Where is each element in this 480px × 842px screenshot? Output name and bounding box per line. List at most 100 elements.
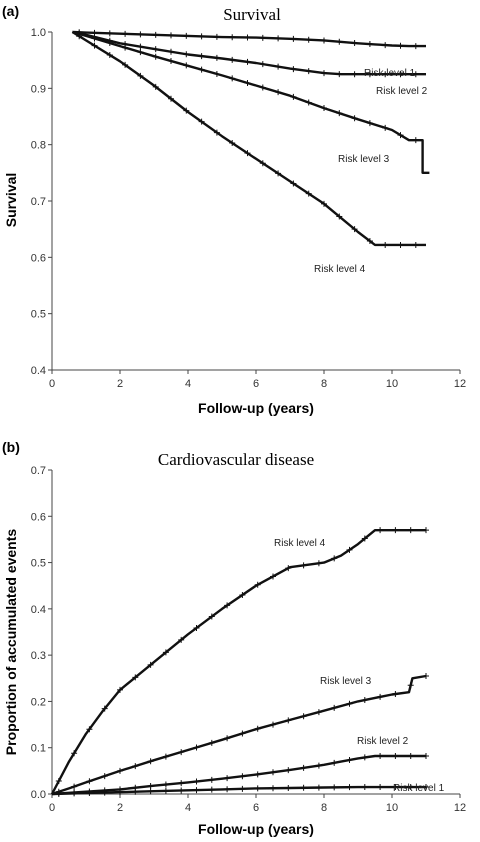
axes-survival: 0 2 4 6 8 10 12 0.4 0.5 0.6 0.7 0.8 0.9 1.0 [31, 27, 466, 390]
censor-mark [213, 129, 220, 136]
censor-mark [106, 40, 113, 47]
censor-mark [259, 61, 266, 68]
censor-mark [91, 35, 98, 42]
x-tick-label: 8 [321, 802, 327, 814]
y-axis-label-cvd: Proportion of accumulated events [3, 529, 19, 756]
censor-mark [254, 785, 261, 792]
censor-mark [168, 48, 174, 55]
censor-mark [275, 170, 282, 177]
y-tick-label: 0.9 [31, 83, 46, 95]
censor-mark [208, 776, 215, 783]
censor-mark [366, 120, 373, 127]
censor-mark [137, 43, 144, 50]
censor-mark [229, 34, 236, 41]
y-tick-label: 0.1 [31, 743, 46, 755]
censor-mark [152, 83, 159, 90]
censor-mark [336, 38, 343, 45]
censor-mark [117, 767, 123, 774]
censor-mark [346, 546, 353, 553]
series-label-risk-2-survival: Risk level 2 [376, 86, 428, 97]
censor-mark [351, 115, 358, 122]
censor-mark [208, 786, 215, 793]
censor-mark [270, 769, 276, 776]
censor-mark [346, 784, 353, 791]
censor-mark [55, 778, 62, 785]
censor-mark [300, 764, 307, 771]
censor-mark [152, 31, 159, 38]
censor-mark [336, 110, 343, 117]
censor-mark [423, 527, 429, 534]
censor-mark [382, 124, 389, 131]
censor-mark [168, 32, 174, 39]
censor-mark [229, 139, 236, 146]
censor-mark [239, 773, 246, 780]
censor-mark [270, 785, 276, 792]
censor-mark [377, 693, 384, 700]
censor-mark [168, 95, 174, 102]
censor-mark [117, 786, 123, 793]
x-tick-label: 10 [386, 802, 398, 814]
censor-mark [254, 725, 261, 732]
censor-mark [259, 84, 266, 91]
censor-mark [315, 762, 322, 769]
x-axis-label-survival: Follow-up (years) [198, 400, 314, 416]
censor-mark [193, 778, 200, 785]
censor-mark [178, 780, 185, 787]
censor-mark [315, 784, 322, 791]
censor-mark [193, 787, 200, 794]
x-tick-label: 2 [117, 802, 123, 814]
censor-mark [239, 730, 246, 737]
censor-mark [407, 784, 414, 791]
y-tick-label: 0.7 [31, 465, 46, 477]
censor-mark [152, 46, 159, 53]
censor-mark [147, 783, 154, 790]
y-tick-label: 0.6 [31, 511, 46, 523]
censor-mark [86, 788, 93, 795]
panel-label-a: (a) [2, 3, 19, 19]
censor-mark [285, 565, 292, 572]
censor-mark [361, 535, 368, 542]
censor-mark [315, 560, 322, 567]
censor-mark [305, 99, 312, 106]
censor-mark [423, 753, 429, 760]
censor-mark [346, 756, 353, 763]
censor-mark [76, 33, 83, 40]
censor-mark [224, 602, 231, 609]
censor-mark [315, 709, 322, 716]
censor-mark [132, 784, 139, 791]
y-tick-label: 1.0 [31, 27, 46, 39]
censor-mark [270, 573, 276, 580]
y-tick-label: 0.2 [31, 696, 46, 708]
censor-mark [392, 527, 399, 534]
censor-mark [178, 636, 185, 643]
censor-mark [397, 42, 404, 49]
censor-mark [162, 781, 169, 788]
censor-mark [331, 704, 338, 711]
censor-mark [162, 753, 169, 760]
x-tick-label: 8 [321, 378, 327, 390]
censor-mark [117, 686, 123, 693]
censor-mark [275, 35, 282, 42]
censor-mark [366, 71, 373, 78]
censor-mark [101, 787, 108, 794]
y-tick-label: 0.6 [31, 252, 46, 264]
censor-mark [178, 749, 185, 756]
censor-mark [244, 150, 251, 157]
censor-mark [300, 713, 307, 720]
censor-mark [423, 672, 429, 679]
censor-mark [55, 788, 62, 795]
x-tick-label: 6 [253, 802, 259, 814]
x-tick-label: 12 [454, 378, 466, 390]
censor-mark [122, 61, 129, 68]
censor-mark [162, 649, 169, 656]
censor-mark [290, 66, 297, 73]
censor-mark [168, 58, 174, 65]
series-group-cvd [50, 527, 429, 797]
censor-mark [392, 691, 399, 698]
censor-mark [423, 784, 429, 791]
censor-mark [208, 739, 215, 746]
censor-mark [285, 767, 292, 774]
x-axis-label-cvd: Follow-up (years) [198, 821, 314, 837]
censor-mark [101, 705, 108, 712]
series-label-risk-2-cvd: Risk level 2 [357, 736, 409, 747]
